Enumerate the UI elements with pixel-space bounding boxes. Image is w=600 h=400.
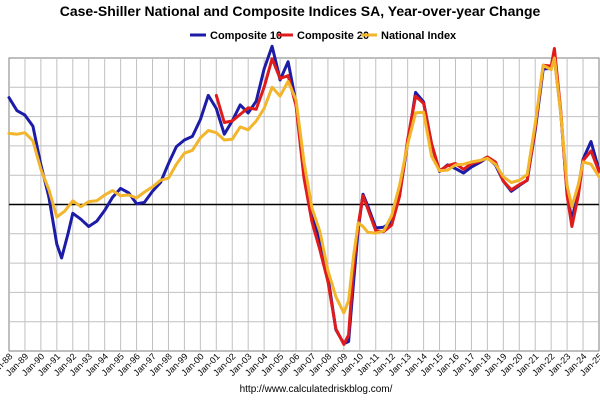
legend-label-national-index: National Index — [381, 30, 457, 42]
source-url: http://www.calculatedriskblog.com/ — [240, 384, 393, 395]
series-line-national-index — [7, 56, 600, 315]
series-lines — [7, 44, 600, 346]
chart-legend: Composite 10 Composite 20 National Index — [190, 30, 457, 42]
legend-label-composite-20: Composite 20 — [297, 30, 369, 42]
x-tick-labels: Jan-88Jan-89Jan-90Jan-91Jan-92Jan-93Jan-… — [0, 351, 600, 378]
chart-title: Case-Shiller National and Composite Indi… — [60, 3, 541, 19]
legend-label-composite-10: Composite 10 — [210, 30, 282, 42]
